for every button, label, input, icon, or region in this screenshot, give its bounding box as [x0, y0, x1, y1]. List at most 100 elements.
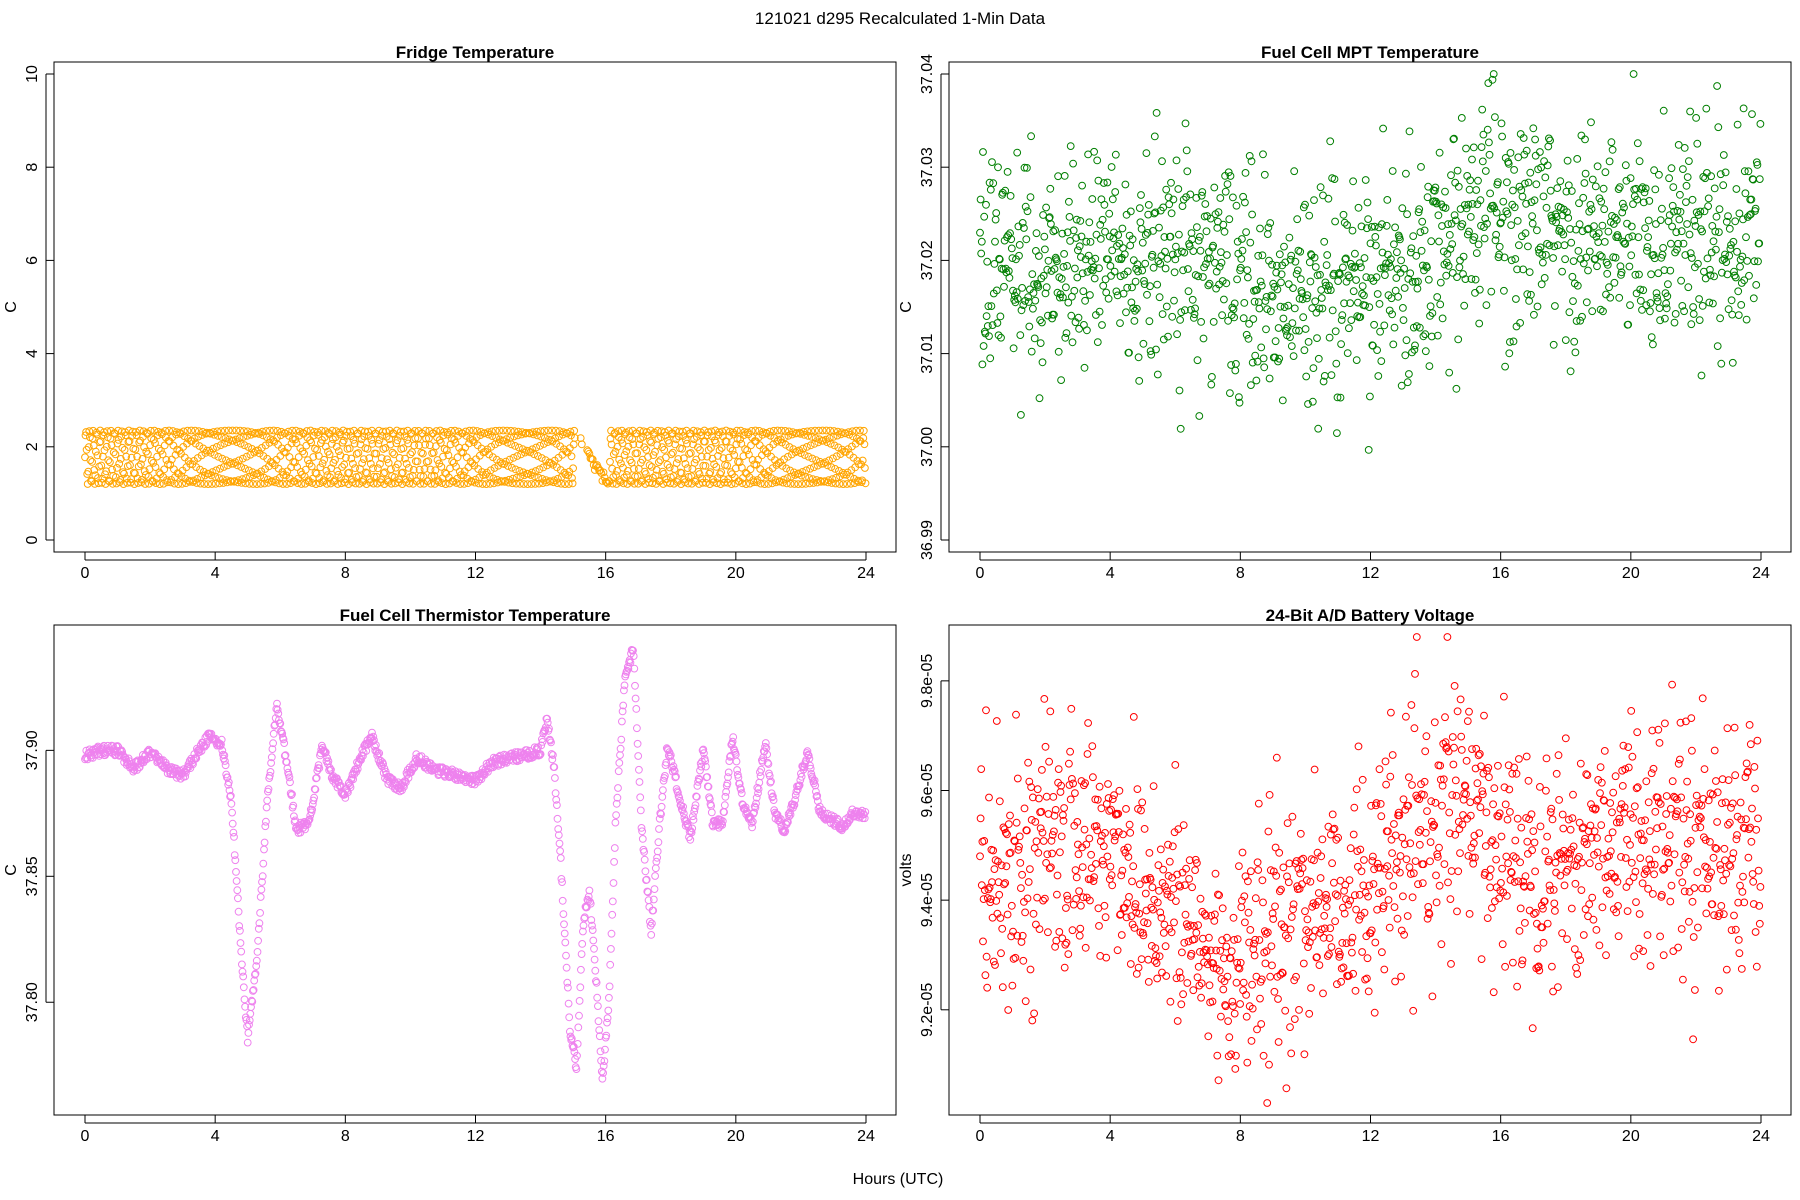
data-point [822, 426, 831, 435]
data-point [84, 467, 93, 476]
data-point [1375, 765, 1384, 774]
data-point [1257, 1020, 1266, 1028]
data-point [1339, 263, 1347, 272]
data-point [1492, 208, 1501, 217]
x-tick-label: 24 [1752, 1128, 1770, 1145]
data-point [593, 993, 602, 1002]
data-point [1411, 857, 1420, 865]
data-point [727, 480, 736, 489]
data-point [1707, 172, 1715, 181]
data-point [206, 448, 215, 457]
data-point [502, 435, 511, 444]
data-point [93, 451, 102, 460]
data-point [1255, 304, 1264, 313]
data-point [1261, 959, 1270, 968]
data-point [1541, 847, 1550, 856]
data-point [1328, 810, 1337, 819]
data-point [1715, 205, 1724, 214]
data-point [152, 479, 160, 488]
data-point [1522, 752, 1531, 761]
data-point [1204, 281, 1213, 290]
data-point [1361, 888, 1370, 897]
data-point [1636, 285, 1645, 294]
data-point [683, 439, 691, 448]
data-point [1252, 376, 1261, 385]
data-point [109, 742, 117, 751]
data-point [1706, 271, 1715, 280]
data-point [790, 480, 799, 488]
data-point [1582, 253, 1591, 262]
data-point [551, 434, 560, 443]
data-point [202, 741, 211, 749]
data-point [359, 455, 368, 464]
data-point [272, 705, 281, 713]
data-point [1423, 807, 1431, 815]
data-point [1745, 271, 1753, 280]
data-point [483, 468, 491, 477]
data-point [1305, 258, 1314, 267]
data-point [990, 865, 999, 873]
data-point [1209, 318, 1218, 326]
data-point [265, 771, 274, 780]
data-point [215, 474, 223, 483]
data-point [1491, 236, 1500, 245]
data-point [979, 148, 987, 156]
data-point [647, 931, 656, 939]
data-point [1448, 240, 1457, 249]
data-point [190, 434, 199, 443]
data-point [551, 426, 560, 435]
data-point [1666, 266, 1675, 275]
data-point [620, 681, 629, 690]
data-point [1118, 224, 1127, 233]
data-point [1488, 836, 1497, 845]
data-point [1354, 742, 1363, 751]
data-point [1441, 713, 1449, 722]
data-point [1642, 301, 1651, 310]
data-point [827, 463, 836, 472]
data-point [667, 450, 676, 459]
data-point [221, 761, 230, 770]
data-point [835, 480, 844, 488]
data-point [1382, 221, 1391, 230]
data-point [1497, 218, 1505, 227]
data-point [1503, 815, 1512, 824]
data-point [82, 445, 91, 454]
data-point [239, 983, 248, 992]
data-point [493, 475, 502, 484]
data-point [1451, 776, 1460, 785]
data-point [1418, 217, 1427, 226]
data-point [436, 438, 445, 447]
data-point [1287, 913, 1296, 921]
data-point [1173, 249, 1182, 258]
data-point [1332, 359, 1341, 368]
x-tick-label: 16 [597, 1128, 615, 1145]
data-point [267, 759, 276, 767]
data-point [1400, 284, 1409, 292]
data-point [1250, 297, 1259, 306]
data-point [1238, 848, 1247, 857]
data-point [976, 195, 985, 204]
data-point [1572, 317, 1581, 325]
data-point [1492, 855, 1500, 864]
data-point [1512, 769, 1521, 778]
data-point [1258, 251, 1267, 260]
data-point [147, 456, 156, 465]
data-point [1689, 310, 1698, 318]
data-point [763, 471, 772, 480]
data-point [1529, 124, 1538, 133]
data-point [1069, 159, 1077, 168]
data-point [327, 765, 335, 774]
data-point [1349, 287, 1358, 296]
data-point [1153, 974, 1162, 983]
data-point [610, 844, 619, 852]
data-point [1112, 287, 1121, 296]
data-point [1712, 245, 1720, 254]
data-point [1233, 237, 1242, 246]
data-point [1733, 120, 1742, 129]
data-point [258, 878, 266, 886]
data-point [1377, 812, 1386, 821]
data-point [1190, 310, 1199, 319]
data-point [1567, 187, 1576, 195]
data-point [1596, 251, 1604, 260]
data-point [98, 743, 107, 752]
